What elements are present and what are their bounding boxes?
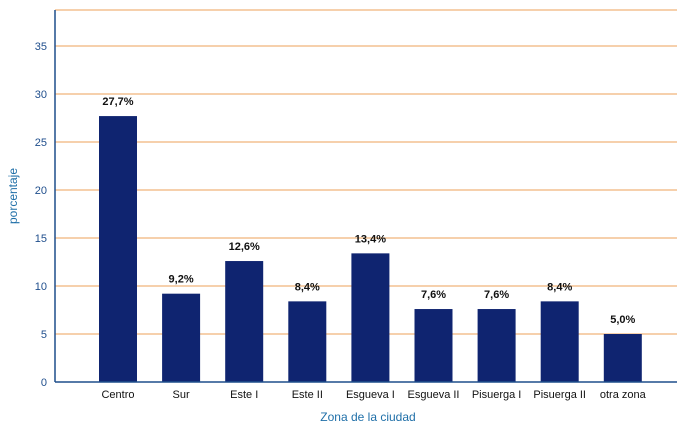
data-label: 5,0% [610,314,635,326]
data-label: 13,4% [355,233,386,245]
bar [288,301,327,382]
data-label: 7,6% [484,289,509,301]
y-tick-label: 20 [35,185,47,197]
x-category-label: otra zona [600,389,647,401]
bar [540,301,579,382]
bar [414,309,453,382]
data-label: 12,6% [229,241,260,253]
x-category-label: Este I [230,389,258,401]
x-category-label: Pisuerga II [533,389,586,401]
bar [351,253,390,382]
x-category-label: Esgueva II [408,389,460,401]
bar [477,309,516,382]
y-axis-title: porcentaje [6,168,20,224]
data-labels: 27,7% 9,2% 12,6% 8,4% 13,4% 7,6% 7,6% 8,4% 5,0% [102,96,635,326]
x-axis-title: Zona de la ciudad [320,410,415,424]
data-label: 7,6% [421,289,446,301]
y-tick-label: 5 [41,329,47,341]
bar [162,293,201,382]
y-axis-ticks: 0 5 10 15 20 25 30 35 [35,41,47,389]
bar [225,261,264,382]
x-category-label: Esgueva I [346,389,395,401]
data-label: 8,4% [547,281,572,293]
y-tick-label: 10 [35,281,47,293]
bars [99,116,642,382]
data-label: 27,7% [102,96,133,108]
bar [603,334,642,382]
y-tick-label: 25 [35,137,47,149]
x-axis-category-labels: Centro Sur Este I Este II Esgueva I Esgueva I… [101,389,646,401]
y-tick-label: 0 [41,377,47,389]
data-label: 8,4% [295,281,320,293]
y-tick-label: 35 [35,41,47,53]
data-label: 9,2% [169,274,194,286]
x-category-label: Este II [292,389,323,401]
bar [99,116,137,382]
y-tick-label: 30 [35,89,47,101]
x-category-label: Centro [101,389,134,401]
x-category-label: Pisuerga I [472,389,522,401]
y-tick-label: 15 [35,233,47,245]
x-category-label: Sur [173,389,190,401]
